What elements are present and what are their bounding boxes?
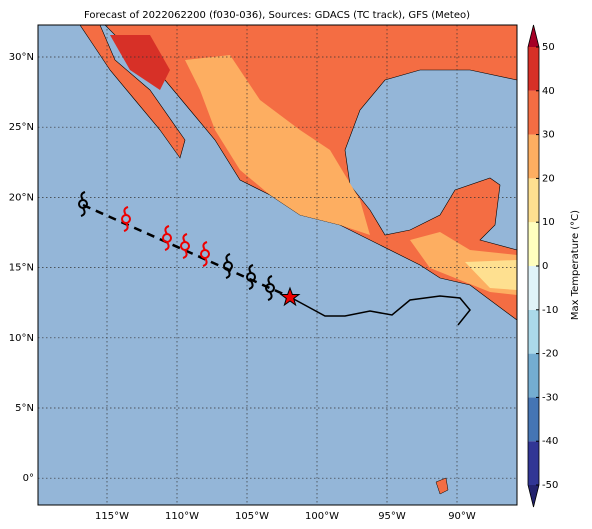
storm-symbol (180, 233, 191, 259)
colorbar-tick-label: 10 (542, 217, 555, 228)
storm-track (78, 191, 471, 326)
colorbar-band (528, 309, 539, 354)
storm-symbol (121, 206, 132, 232)
lat-label: 20°N (9, 192, 34, 203)
colorbar-band (528, 441, 539, 485)
past-track (289, 295, 471, 326)
map (38, 24, 518, 505)
lon-label: 110°W (165, 511, 199, 522)
colorbar-tick-label: 30 (542, 130, 555, 141)
colorbar-tick-label: 50 (542, 42, 555, 53)
colorbar-band (528, 353, 539, 398)
colorbar-tick-label: 0 (542, 261, 548, 272)
baja-california (79, 24, 186, 159)
lat-label: 10°N (9, 333, 34, 344)
storm-symbol (162, 225, 173, 251)
storm-symbol (200, 241, 211, 267)
colorbar-band (528, 47, 539, 91)
colorbar-band (528, 90, 539, 135)
colorbar-band (528, 178, 539, 223)
colorbar-band (528, 397, 539, 442)
lat-label: 15°N (9, 263, 34, 274)
storm-symbol (78, 191, 89, 217)
lat-label: 0° (23, 473, 34, 484)
storm-symbol (223, 253, 234, 279)
map-frame (37, 24, 518, 506)
colorbar: -50 -40 -30 -20 -10 0 10 20 30 40 50 (527, 24, 558, 508)
colorbar-under (528, 485, 539, 507)
mild-region (185, 55, 370, 235)
storm-symbols (78, 191, 276, 301)
colorbar-tick-label: 20 (542, 173, 555, 184)
storm-symbol (246, 264, 257, 290)
lat-label: 5°N (15, 403, 34, 414)
map-title: Forecast of 2022062200 (f030-036), Sourc… (84, 10, 470, 21)
lon-label: 90°W (448, 511, 476, 522)
colorbar-tick-label: 40 (542, 86, 555, 97)
colorbar-label: Max Temperature (°C) (570, 210, 581, 320)
graticule (38, 25, 517, 505)
warm-region (110, 35, 170, 90)
lon-label: 115°W (95, 511, 129, 522)
storm-symbol (265, 275, 276, 301)
lat-label: 25°N (9, 122, 34, 133)
colorbar-tick-label: -20 (542, 349, 558, 360)
colorbar-band (528, 222, 539, 266)
colorbar-tick-label: -10 (542, 305, 558, 316)
colorbar-band (528, 134, 539, 179)
lat-label: 30°N (9, 52, 34, 63)
lon-label: 95°W (378, 511, 406, 522)
colorbar-over (528, 25, 539, 47)
colorbar-tick-label: -50 (542, 480, 558, 491)
colorbar-tick-label: -30 (542, 392, 558, 403)
lon-label: 105°W (235, 511, 269, 522)
lon-label: 100°W (305, 511, 339, 522)
colorbar-band (528, 266, 539, 310)
galapagos (435, 477, 449, 495)
current-position (279, 286, 301, 307)
colorbar-tick-label: -40 (542, 436, 558, 447)
